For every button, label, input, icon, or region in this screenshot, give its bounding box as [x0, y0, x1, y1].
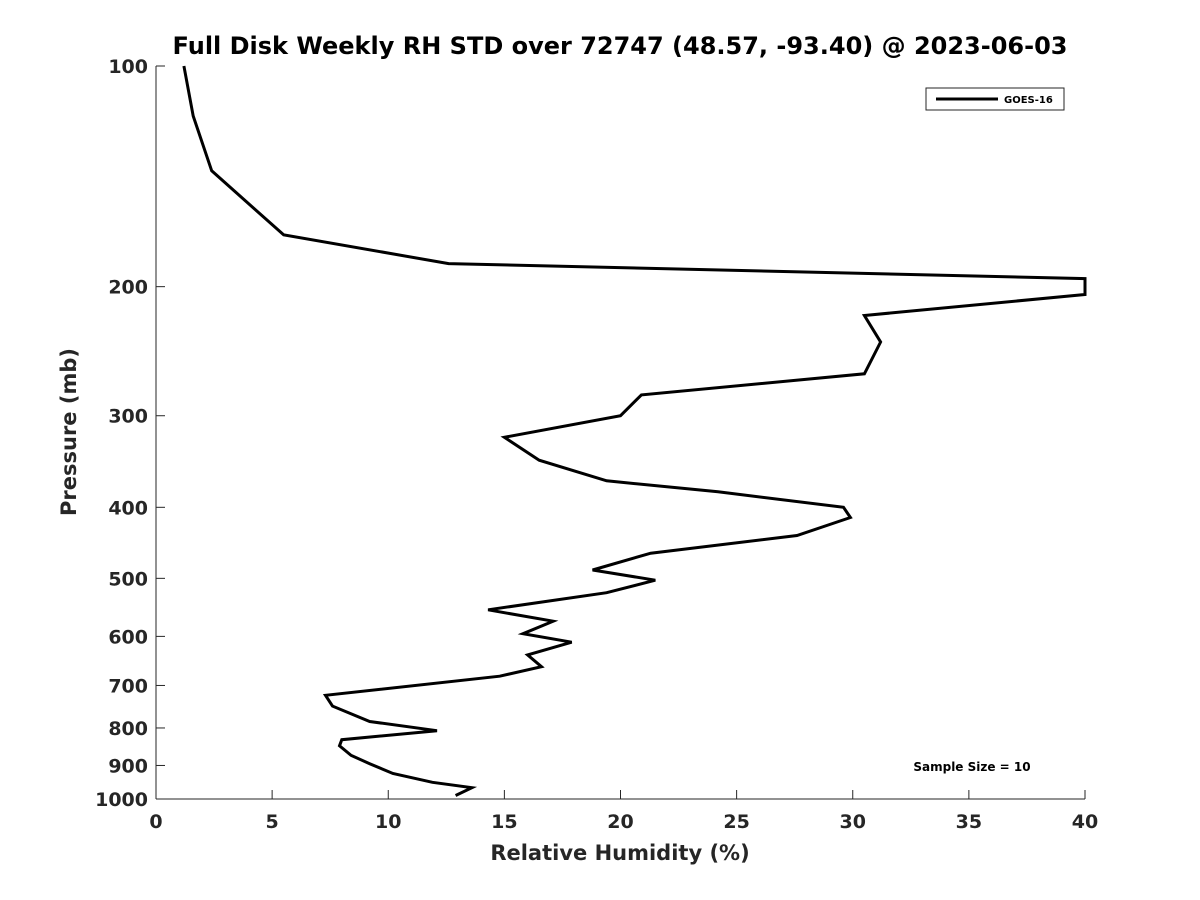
x-tick-label: 40: [1072, 811, 1098, 833]
y-axis-label: Pressure (mb): [57, 348, 81, 516]
y-tick-label: 300: [108, 406, 148, 428]
y-axis-ticks: 100 200 300 400 500 600 700 800 900 1000: [95, 56, 165, 811]
x-tick-label: 10: [375, 811, 401, 833]
y-tick-label: 100: [108, 56, 148, 78]
y-tick-label: 700: [108, 675, 148, 697]
y-tick-label: 900: [108, 755, 148, 777]
legend: GOES-16: [925, 87, 1065, 111]
series-layer: [182, 65, 1087, 797]
y-tick-label: 200: [108, 277, 148, 299]
x-tick-label: 30: [840, 811, 866, 833]
y-tick-label: 600: [108, 626, 148, 648]
y-tick-label: 1000: [95, 789, 148, 811]
y-tick-label: 800: [108, 718, 148, 740]
chart-title: Full Disk Weekly RH STD over 72747 (48.5…: [173, 32, 1068, 60]
x-axis-label: Relative Humidity (%): [490, 841, 749, 865]
y-tick-label: 500: [108, 568, 148, 590]
y-tick-label: 400: [108, 497, 148, 519]
x-tick-label: 5: [266, 811, 279, 833]
x-axis-ticks: 0 5 10 15 20 25 30 35 40: [149, 790, 1098, 833]
x-tick-label: 35: [956, 811, 982, 833]
sample-size-annotation: Sample Size = 10: [913, 760, 1030, 774]
x-tick-label: 25: [723, 811, 749, 833]
x-tick-label: 0: [149, 811, 162, 833]
series-line-goes-16: [182, 65, 1087, 797]
x-tick-label: 20: [607, 811, 633, 833]
x-tick-label: 15: [491, 811, 517, 833]
plot-area: [156, 66, 1085, 799]
legend-entry-goes-16: GOES-16: [1004, 95, 1053, 106]
